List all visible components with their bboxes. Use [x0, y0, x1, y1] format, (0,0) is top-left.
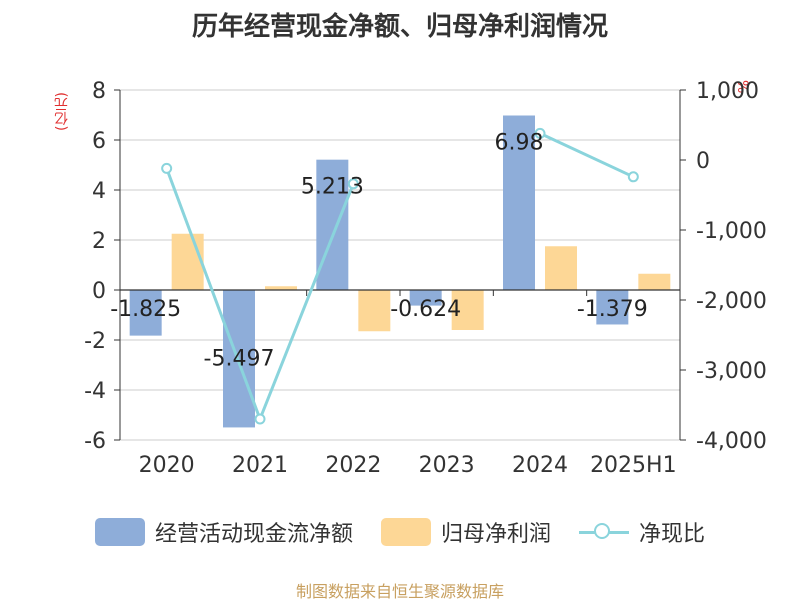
ratio-point — [254, 413, 266, 425]
bar-cashflow — [409, 290, 442, 306]
legend-item-profit[interactable]: 归母净利润 — [380, 516, 551, 548]
left-tick-label: -4 — [84, 379, 106, 404]
bar-cashflow — [596, 290, 629, 325]
legend-label-ratio: 净现比 — [639, 522, 706, 547]
category-label: 2024 — [512, 453, 568, 478]
ratio-point — [161, 162, 173, 174]
legend-item-cashflow[interactable]: 经营活动现金流净额 — [94, 516, 353, 548]
ratio-point — [627, 171, 639, 183]
bar-profit — [265, 286, 297, 290]
right-tick-label: 1,000 — [696, 79, 759, 104]
chart-canvas: 8 6 4 2 0 -2 -4 -6 1,000 0 -1,000 -2,000 -3,000 -4,00… — [84, 79, 767, 478]
legend: 经营活动现金流净额 归母净利润 净现比 — [0, 516, 800, 548]
bar-data-label: 5.213 — [301, 175, 364, 200]
data-source-note: 制图数据来自恒生聚源数据库 — [295, 582, 504, 601]
bar-data-label: -0.624 — [390, 297, 461, 322]
left-tick-label: 8 — [92, 79, 106, 104]
right-tick-label: -2,000 — [696, 289, 767, 314]
legend-swatch-profit — [380, 518, 431, 546]
bar-cashflow — [316, 159, 349, 290]
right-tick-label: 0 — [696, 149, 710, 174]
ratio-line — [539, 132, 634, 179]
bar-cashflow — [129, 290, 162, 336]
category-label: 2022 — [325, 453, 381, 478]
legend-item-ratio[interactable]: 净现比 — [579, 516, 705, 548]
legend-swatch-ratio — [579, 518, 629, 546]
bar-profit — [545, 246, 577, 290]
left-tick-label: 6 — [92, 129, 106, 154]
ratio-point — [534, 127, 546, 139]
left-tick-label: -2 — [84, 329, 106, 354]
category-label: 2021 — [232, 453, 288, 478]
bar-cashflow — [503, 115, 535, 290]
bar-profit — [171, 233, 204, 290]
bar-data-label: 6.98 — [495, 131, 544, 156]
legend-swatch-cashflow — [94, 518, 145, 546]
bar-data-label: -5.497 — [204, 346, 275, 371]
category-label: 2025H1 — [590, 453, 677, 478]
legend-label-cashflow: 经营活动现金流净额 — [154, 522, 353, 547]
chart-title: 历年经营现金净额、归母净利润情况 — [191, 12, 608, 42]
bar-profit — [638, 273, 671, 290]
right-tick-label: -1,000 — [696, 219, 767, 244]
right-tick-label: -3,000 — [696, 359, 767, 384]
right-tick-label: -4,000 — [696, 429, 767, 454]
left-tick-label: 2 — [92, 229, 106, 254]
left-tick-label: -6 — [84, 429, 106, 454]
bar-data-label: -1.379 — [577, 297, 648, 322]
category-label: 2020 — [139, 453, 195, 478]
bar-profit — [451, 290, 484, 330]
bar-data-label: -1.825 — [110, 297, 181, 322]
ratio-point — [347, 178, 359, 190]
category-label: 2023 — [419, 453, 475, 478]
bar-profit — [358, 290, 391, 332]
left-tick-label: 0 — [92, 279, 106, 304]
left-tick-label: 4 — [92, 179, 106, 204]
legend-label-profit: 归母净利润 — [440, 522, 551, 547]
